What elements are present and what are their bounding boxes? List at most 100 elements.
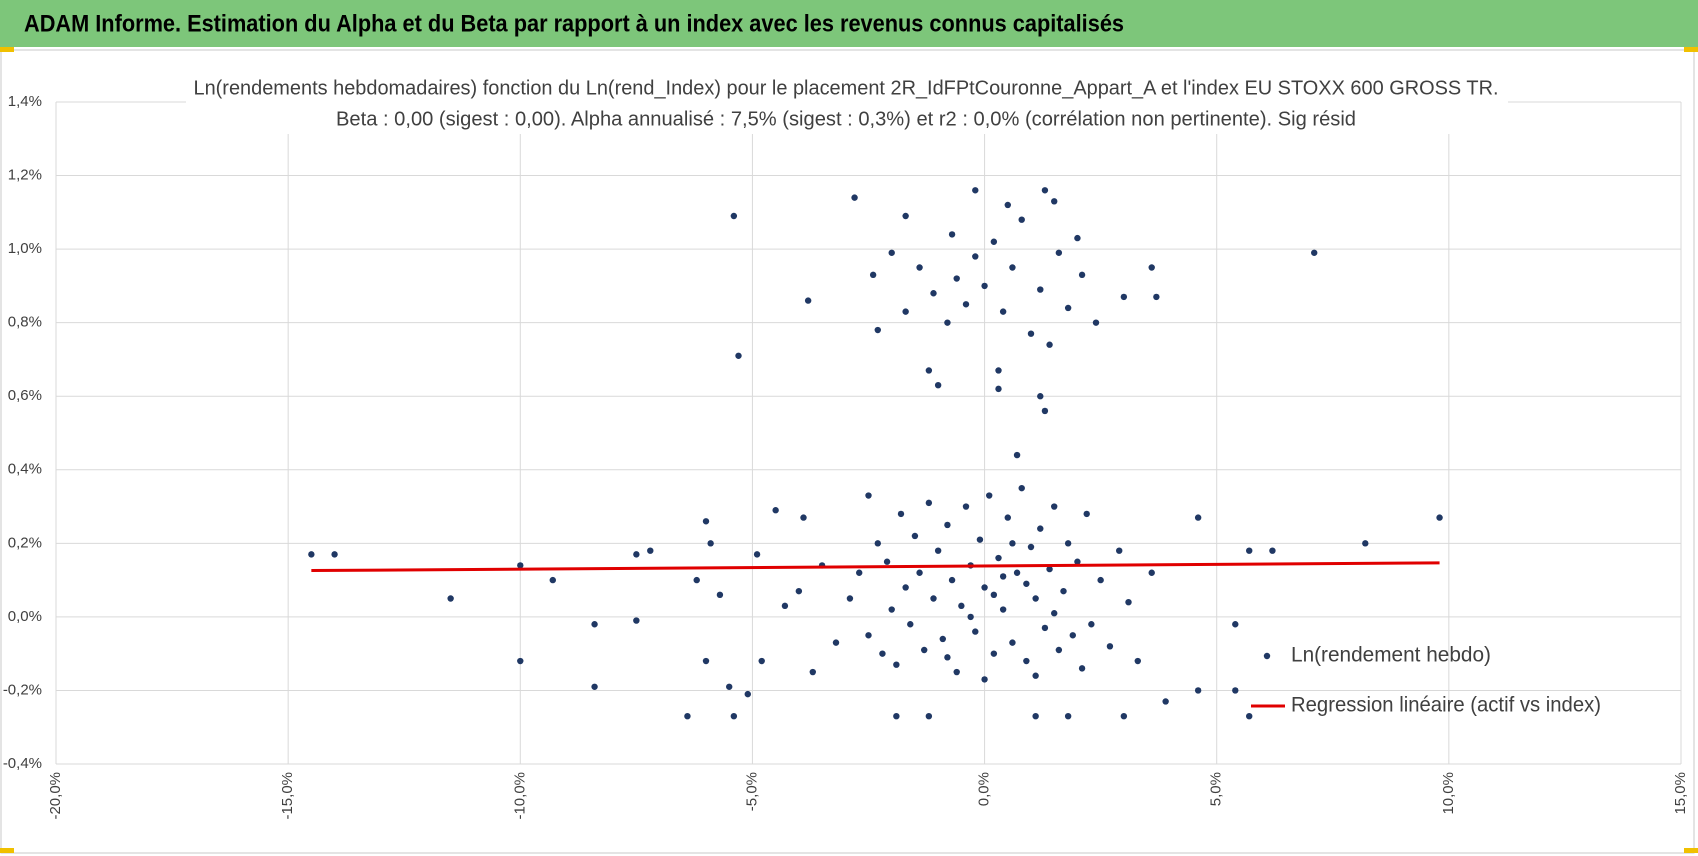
scatter-point — [753, 551, 761, 558]
scatter-point — [916, 264, 923, 271]
scatter-point — [995, 367, 1002, 374]
scatter-point — [707, 540, 714, 547]
scatter-point — [1078, 271, 1086, 279]
scatter-point — [934, 547, 942, 554]
scatter-point — [944, 654, 951, 661]
scatter-point — [995, 554, 1002, 562]
scatter-point — [902, 212, 909, 220]
scatter-point — [921, 646, 928, 654]
scatter-point — [1232, 621, 1239, 628]
scatter-point — [591, 621, 598, 628]
scatter-point — [1078, 665, 1086, 672]
scatter-point — [999, 606, 1007, 613]
scatter-point — [990, 650, 998, 657]
header-bar — [0, 0, 1698, 47]
scatter-point — [990, 238, 998, 245]
scatter-point — [809, 668, 816, 676]
scatter-point — [1083, 510, 1090, 518]
scatter-point — [1064, 540, 1072, 547]
scatter-point — [893, 712, 900, 720]
scatter-point — [331, 551, 338, 558]
scatter-point — [888, 249, 895, 256]
scatter-point — [995, 385, 1002, 393]
scatter-point — [1074, 234, 1081, 242]
scatter-point — [911, 532, 919, 540]
scatter-point — [981, 282, 988, 290]
scatter-point — [1148, 569, 1155, 576]
scatter-point — [981, 584, 988, 591]
scatter-point — [1051, 610, 1058, 617]
scatter-point — [1004, 514, 1011, 521]
scatter-point — [1153, 293, 1160, 301]
scatter-point — [832, 639, 840, 646]
legend-label: Regression linéaire (actif vs index) — [1291, 694, 1601, 717]
scatter-point — [804, 297, 812, 304]
scatter-point — [1023, 657, 1030, 665]
scatter-point — [702, 657, 710, 665]
scatter-point — [925, 499, 933, 507]
scatter-point — [1120, 293, 1128, 301]
scatter-point — [888, 606, 895, 613]
scatter-point — [958, 602, 965, 610]
scatter-point — [730, 212, 738, 220]
scatter-point — [1125, 598, 1132, 606]
chart-title: Ln(rendements hebdomadaires) fonction du… — [194, 77, 1499, 99]
scatter-point — [726, 683, 733, 690]
scatter-point — [1088, 621, 1095, 628]
scatter-point — [846, 595, 854, 602]
scatter-point — [1051, 198, 1058, 205]
scatter-point — [758, 657, 765, 665]
scatter-point — [897, 510, 905, 518]
corner-mark — [0, 848, 14, 853]
scatter-point — [1069, 632, 1076, 639]
scatter-point — [1037, 525, 1044, 532]
scatter-point — [948, 231, 956, 238]
scatter-point — [735, 352, 742, 359]
scatter-point — [1362, 540, 1369, 547]
scatter-point — [972, 187, 979, 194]
scatter-point — [962, 301, 970, 308]
scatter-point — [1055, 249, 1063, 256]
scatter-point — [308, 551, 315, 558]
corner-mark — [1684, 848, 1698, 853]
scatter-point — [517, 562, 524, 569]
scatter-point — [1246, 712, 1253, 720]
scatter-point — [1037, 393, 1044, 400]
scatter-point — [1120, 712, 1128, 720]
scatter-point — [999, 573, 1007, 580]
x-tick-label: -10,0% — [511, 772, 528, 820]
scatter-point — [1046, 565, 1053, 573]
scatter-point — [447, 595, 454, 602]
scatter-point — [1027, 330, 1035, 337]
y-tick-label: 0,2% — [8, 534, 42, 551]
scatter-point — [1041, 407, 1049, 415]
scatter-point — [879, 650, 886, 657]
scatter-point — [893, 661, 900, 668]
scatter-point — [1051, 503, 1058, 510]
scatter-point — [633, 617, 640, 624]
y-tick-label: 0,8% — [8, 314, 42, 331]
scatter-point — [990, 591, 998, 599]
scatter-point — [716, 591, 724, 599]
scatter-point — [744, 690, 751, 698]
scatter-point — [869, 271, 877, 279]
scatter-point — [856, 569, 863, 576]
scatter-point — [800, 514, 807, 521]
scatter-point — [1037, 286, 1044, 293]
scatter-point — [647, 547, 654, 554]
scatter-point — [772, 507, 779, 514]
scatter-point — [1436, 514, 1443, 521]
scatter-point — [1013, 569, 1021, 576]
scatter-point — [1116, 547, 1123, 554]
scatter-point — [1041, 187, 1049, 194]
scatter-point — [1004, 201, 1011, 209]
x-tick-label: 0,0% — [976, 772, 993, 806]
scatter-point — [967, 613, 974, 621]
scatter-point — [1023, 580, 1030, 587]
scatter-point — [1134, 657, 1141, 665]
scatter-point — [972, 628, 979, 635]
y-tick-label: 1,0% — [8, 240, 42, 257]
scatter-point — [1032, 712, 1039, 720]
scatter-point — [883, 558, 891, 565]
